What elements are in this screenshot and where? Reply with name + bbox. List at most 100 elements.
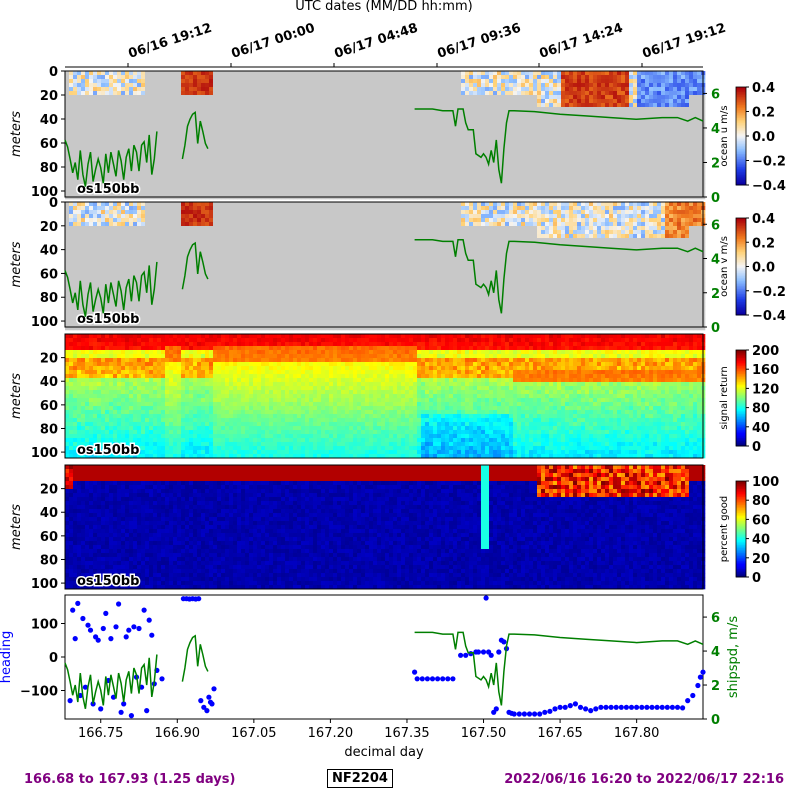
heatmap-cell bbox=[69, 191, 73, 195]
heatmap-cell bbox=[97, 99, 101, 103]
heatmap-cell bbox=[117, 111, 121, 115]
heatmap-cell bbox=[109, 83, 113, 87]
heatmap-cell bbox=[241, 119, 245, 123]
heatmap-cell bbox=[197, 95, 201, 99]
heatmap-cell bbox=[65, 191, 69, 195]
heatmap-cell bbox=[273, 131, 277, 135]
heatmap-cell bbox=[137, 87, 141, 91]
heatmap-cell bbox=[93, 135, 97, 139]
heatmap-cell bbox=[257, 191, 261, 195]
heatmap-cell bbox=[181, 119, 185, 123]
heatmap-cell bbox=[201, 103, 205, 107]
heatmap-cell bbox=[165, 95, 169, 99]
heatmap-cell bbox=[217, 171, 221, 175]
heatmap-cell bbox=[229, 167, 233, 171]
heatmap-cell bbox=[285, 99, 289, 103]
heatmap-cell bbox=[253, 83, 257, 87]
heatmap-cell bbox=[169, 151, 173, 155]
heatmap-cell bbox=[121, 91, 125, 95]
heatmap-cell bbox=[273, 87, 277, 91]
heatmap-cell bbox=[93, 127, 97, 131]
heatmap-cell bbox=[145, 167, 149, 171]
heatmap-cell bbox=[237, 123, 241, 127]
heatmap-cell bbox=[205, 131, 209, 135]
heatmap-cell bbox=[201, 147, 205, 151]
heatmap-cell bbox=[261, 183, 265, 187]
heatmap-cell bbox=[121, 87, 125, 91]
heatmap-cell bbox=[93, 71, 97, 75]
heatmap-cell bbox=[97, 175, 101, 179]
heatmap-cell bbox=[137, 75, 141, 79]
heatmap-cell bbox=[69, 131, 73, 135]
heatmap-cell bbox=[81, 75, 85, 79]
heatmap-cell bbox=[145, 175, 149, 179]
heatmap-cell bbox=[249, 127, 253, 131]
heatmap-cell bbox=[169, 95, 173, 99]
heatmap-cell bbox=[177, 119, 181, 123]
heatmap-cell bbox=[117, 95, 121, 99]
heatmap-cell bbox=[65, 83, 69, 87]
heatmap-cell bbox=[205, 171, 209, 175]
heatmap-cell bbox=[241, 79, 245, 83]
heatmap-cell bbox=[81, 107, 85, 111]
heatmap-cell bbox=[281, 167, 285, 171]
heatmap-cell bbox=[129, 103, 133, 107]
heatmap-cell bbox=[273, 115, 277, 119]
heatmap-cell bbox=[137, 91, 141, 95]
heatmap-cell bbox=[233, 95, 237, 99]
heatmap-cell bbox=[277, 183, 281, 187]
heatmap-cell bbox=[101, 99, 105, 103]
heatmap-cell bbox=[157, 103, 161, 107]
heatmap-cell bbox=[261, 95, 265, 99]
heatmap-cell bbox=[113, 79, 117, 83]
heatmap-cell bbox=[105, 95, 109, 99]
heatmap-cell bbox=[113, 111, 117, 115]
heatmap-cell bbox=[149, 83, 153, 87]
heatmap-cell bbox=[205, 95, 209, 99]
heatmap-cell bbox=[281, 175, 285, 179]
heatmap-cell bbox=[221, 111, 225, 115]
heatmap-cell bbox=[101, 87, 105, 91]
heatmap-cell bbox=[101, 91, 105, 95]
heatmap-cell bbox=[89, 143, 93, 147]
heatmap-cell bbox=[225, 79, 229, 83]
heatmap-cell bbox=[161, 75, 165, 79]
heatmap-cell bbox=[177, 83, 181, 87]
heatmap-cell bbox=[253, 123, 257, 127]
heatmap-cell bbox=[285, 87, 289, 91]
heatmap-cell bbox=[197, 143, 201, 147]
heatmap-cell bbox=[125, 75, 129, 79]
heatmap-cell bbox=[81, 103, 85, 107]
heatmap-cell bbox=[241, 167, 245, 171]
heatmap-cell bbox=[165, 175, 169, 179]
heatmap-cell bbox=[173, 95, 177, 99]
heatmap-cell bbox=[169, 99, 173, 103]
heatmap-cell bbox=[65, 99, 69, 103]
heatmap-cell bbox=[81, 99, 85, 103]
heatmap-cell bbox=[281, 143, 285, 147]
heatmap-cell bbox=[261, 187, 265, 191]
heatmap-cell bbox=[77, 83, 81, 87]
heatmap-cell bbox=[213, 107, 217, 111]
heatmap-cell bbox=[193, 159, 197, 163]
heatmap-cell bbox=[137, 143, 141, 147]
heatmap-cell bbox=[157, 151, 161, 155]
heatmap-cell bbox=[137, 103, 141, 107]
heatmap-cell bbox=[85, 115, 89, 119]
heatmap-cell bbox=[249, 107, 253, 111]
heatmap-cell bbox=[117, 75, 121, 79]
heatmap-cell bbox=[249, 99, 253, 103]
heatmap-cell bbox=[125, 175, 129, 179]
heatmap-cell bbox=[109, 135, 113, 139]
heatmap-cell bbox=[209, 115, 213, 119]
heatmap-cell bbox=[245, 135, 249, 139]
heatmap-cell bbox=[165, 71, 169, 75]
heatmap-cell bbox=[105, 135, 109, 139]
heatmap-cell bbox=[117, 115, 121, 119]
heatmap-cell bbox=[273, 151, 277, 155]
heatmap-cell bbox=[117, 171, 121, 175]
heatmap-cell bbox=[249, 175, 253, 179]
heatmap-cell bbox=[65, 187, 69, 191]
heatmap-cell bbox=[185, 71, 189, 75]
heatmap-cell bbox=[253, 139, 257, 143]
